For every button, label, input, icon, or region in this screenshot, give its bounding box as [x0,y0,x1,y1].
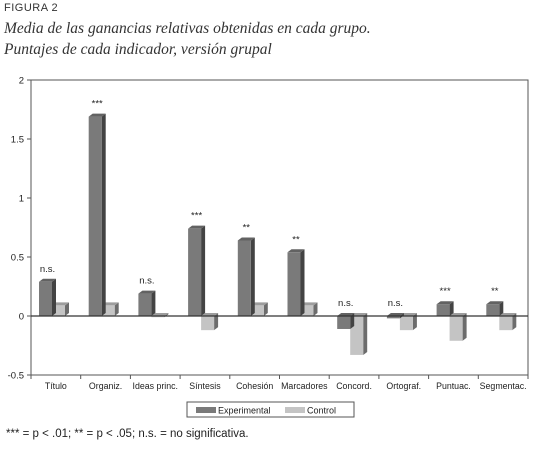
y-tick-label: 0 [19,312,24,323]
bar-experimental [287,249,305,316]
y-tick-label: 2 [19,76,24,87]
bar-control [52,302,69,316]
y-tick-label: -0.5 [8,371,24,382]
y-tick-label: 1.5 [11,135,24,146]
chart-title: Media de las ganancias relativas obtenid… [4,18,524,60]
significance-label: n.s. [388,298,403,309]
significance-label: *** [440,286,451,297]
bar-experimental [337,313,355,329]
x-category-label: Ortograf. [386,381,421,391]
legend-swatch-control [285,407,305,413]
bar-experimental [88,113,106,316]
x-category-label: Título [45,381,67,391]
bar-experimental [138,290,156,316]
legend-label-control: Control [307,406,336,416]
legend-swatch-experimental [196,407,216,413]
x-category-label: Síntesis [189,381,221,391]
title-line-2: Puntajes de cada indicador, versión grup… [4,41,272,58]
bar-experimental [436,301,454,316]
bar-control [499,313,517,331]
bar-control [300,302,318,316]
bar-experimental [188,225,206,316]
legend-box [186,401,355,418]
significance-footnote: *** = p < .01; ** = p < .05; n.s. = no s… [6,428,249,440]
title-line-1: Media de las ganancias relativas obtenid… [4,20,371,37]
bar-control [250,302,268,316]
x-category-label: Puntuac. [436,381,471,391]
significance-label: ** [243,222,251,233]
bar-control [101,302,119,316]
bar-control [201,313,219,331]
x-category-label: Ideas princ. [133,381,178,391]
significance-label: *** [92,99,103,110]
significance-label: ** [292,234,300,245]
significance-label: n.s. [139,276,154,287]
bar-experimental [237,237,255,316]
x-category-label: Segmentac. [480,381,527,391]
significance-label: *** [191,211,202,222]
x-category-label: Concord. [336,381,372,391]
significance-label: ** [491,286,499,297]
bar-experimental [39,278,56,316]
bar-control [449,313,467,341]
x-category-label: Marcadores [281,381,328,391]
legend-label-experimental: Experimental [218,406,271,416]
significance-label: n.s. [40,264,55,275]
bar-experimental [486,301,504,316]
y-tick-label: 0.5 [11,253,24,264]
bar-control [399,313,417,331]
figure-label: FIGURA 2 [4,2,59,14]
x-category-label: Cohesión [236,381,273,391]
y-tick-label: 1 [19,194,24,205]
significance-label: n.s. [338,298,353,309]
x-category-label: Organiz. [89,381,122,391]
